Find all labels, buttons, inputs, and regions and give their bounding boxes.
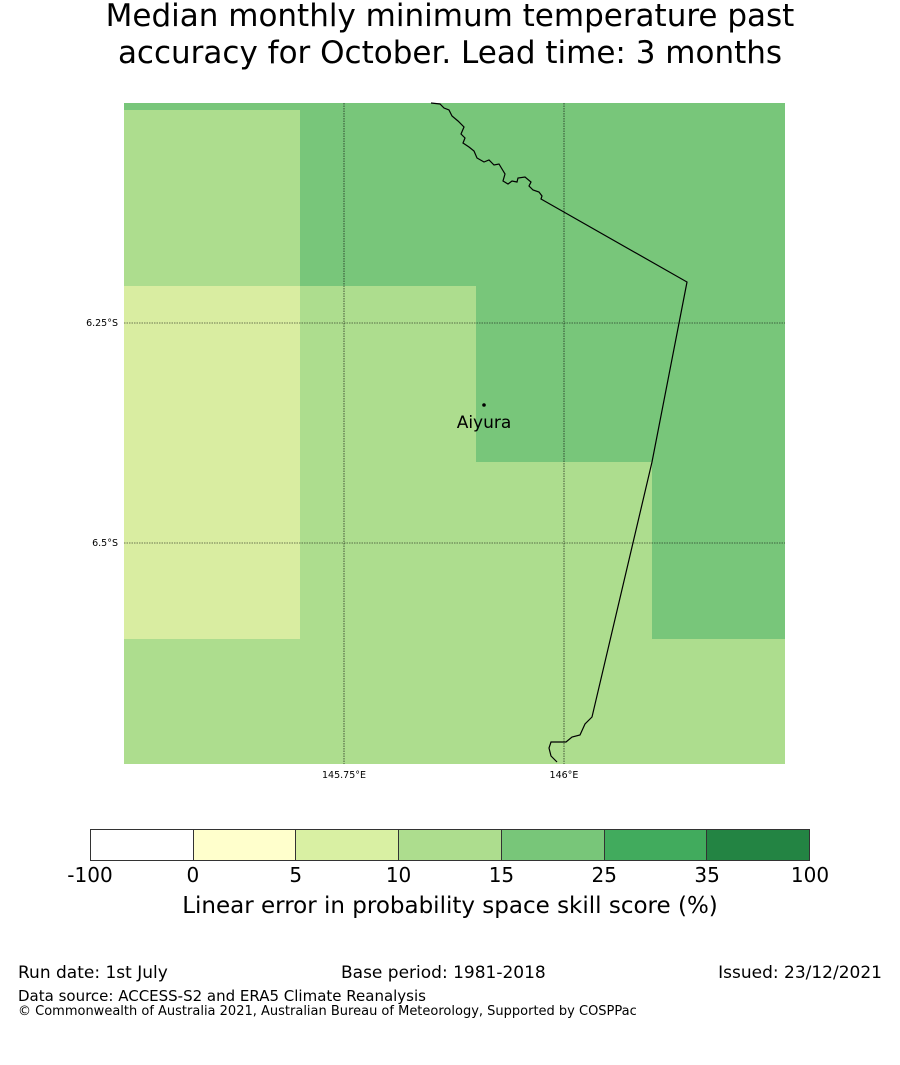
- colorbar-segment: [193, 830, 297, 860]
- lat-label-2: 6.5°S: [92, 538, 118, 549]
- grid-cell: [652, 462, 785, 639]
- run-date: Run date: 1st July: [18, 963, 168, 983]
- grid-cell: [652, 286, 785, 462]
- title-line-2: accuracy for October. Lead time: 3 month…: [117, 35, 783, 71]
- map-area: Aiyura 6.25°S 6.5°S 145.75°E 146°E: [86, 102, 785, 781]
- lat-label-1: 6.25°S: [86, 318, 118, 329]
- border-line: [430, 102, 688, 763]
- lon-label-2: 146°E: [550, 770, 579, 781]
- colorbar-segment: [501, 830, 605, 860]
- data-source: Data source: ACCESS-S2 and ERA5 Climate …: [18, 987, 426, 1005]
- grid-cell: [124, 462, 300, 639]
- grid-cell: [652, 103, 785, 286]
- base-period: Base period: 1981-2018: [341, 963, 546, 983]
- colorbar-tick-label: 10: [385, 863, 412, 887]
- grid-cell: [124, 286, 300, 462]
- grid-cell: [300, 103, 476, 286]
- colorbar-segment: [399, 830, 502, 860]
- location-marker: [482, 403, 486, 407]
- map-title: Median monthly minimum temperature past …: [0, 0, 900, 72]
- location-label: Aiyura: [457, 413, 512, 433]
- colorbar-segment: [604, 830, 708, 860]
- colorbar-tick-label: -100: [67, 863, 113, 887]
- colorbar-segment: [91, 830, 194, 860]
- colorbar-tick-label: 100: [790, 863, 830, 887]
- colorbar: [90, 829, 810, 861]
- grid-cells: [124, 103, 785, 764]
- grid-cell: [300, 286, 476, 462]
- graticule: [124, 103, 785, 764]
- colorbar-label: Linear error in probability space skill …: [182, 893, 718, 919]
- grid-cell: [124, 639, 300, 764]
- issued-date: Issued: 23/12/2021: [718, 963, 882, 983]
- colorbar-tick-label: 5: [289, 863, 303, 887]
- colorbar-segment: [707, 830, 810, 860]
- title-line-1: Median monthly minimum temperature past: [105, 0, 795, 34]
- colorbar-tick-label: 15: [488, 863, 515, 887]
- colorbar-tick-label: 35: [694, 863, 720, 887]
- grid-cell: [652, 639, 785, 764]
- grid-cell: [124, 110, 300, 286]
- lon-label-1: 145.75°E: [322, 770, 366, 781]
- grid-cell: [300, 639, 476, 764]
- colorbar-tick-label: 25: [591, 863, 618, 887]
- grid-cell: [300, 462, 476, 639]
- colorbar-segment: [296, 830, 400, 860]
- colorbar-tick-label: 0: [186, 863, 200, 887]
- copyright: © Commonwealth of Australia 2021, Austra…: [18, 1004, 637, 1019]
